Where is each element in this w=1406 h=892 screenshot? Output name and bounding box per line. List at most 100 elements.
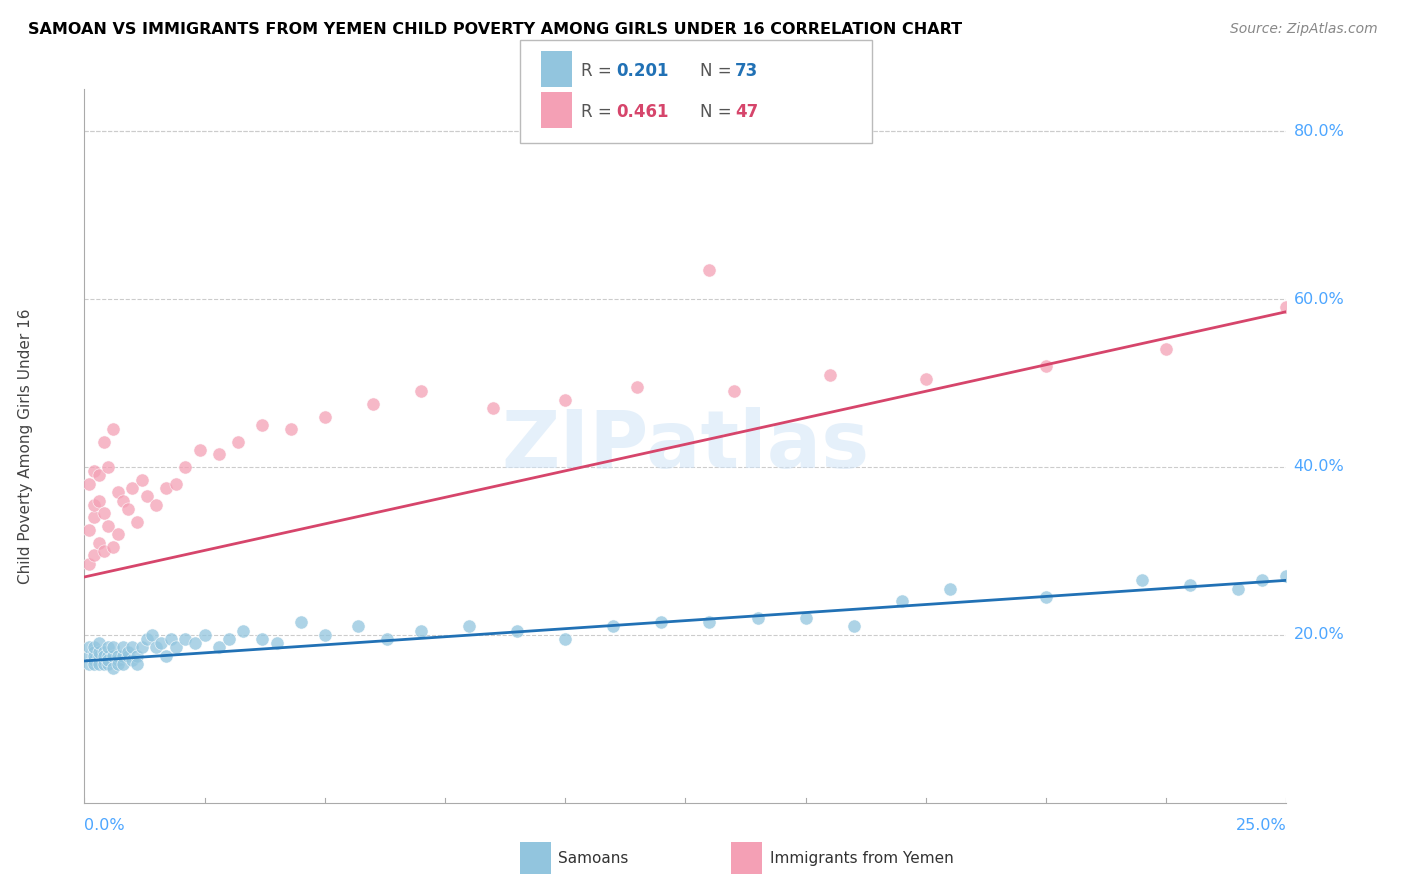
Point [361, 397, 384, 411]
Point [93, 506, 115, 520]
Point [107, 648, 129, 663]
Point [314, 409, 336, 424]
Point [87, 657, 110, 672]
Point [77, 557, 100, 571]
Point [121, 640, 143, 655]
Point [77, 476, 100, 491]
Text: 80.0%: 80.0% [1294, 124, 1344, 138]
Point [155, 648, 177, 663]
Point [145, 640, 167, 655]
Point [111, 648, 134, 663]
Point [93, 648, 115, 663]
Point [939, 582, 962, 596]
Point [218, 632, 240, 646]
Text: 25.0%: 25.0% [1236, 818, 1286, 832]
Point [121, 481, 143, 495]
Point [127, 648, 149, 663]
Point [165, 640, 187, 655]
Text: 47: 47 [735, 103, 759, 121]
Point [174, 460, 197, 475]
Point [506, 624, 529, 638]
Point [626, 380, 648, 394]
Point [117, 502, 139, 516]
Text: Samoans: Samoans [558, 851, 628, 865]
Point [1156, 343, 1178, 357]
Point [127, 515, 149, 529]
Point [87, 493, 110, 508]
Point [83, 657, 105, 672]
Text: 0.0%: 0.0% [84, 818, 125, 832]
Point [375, 632, 398, 646]
Point [83, 640, 105, 655]
Point [103, 540, 125, 554]
Point [347, 619, 370, 633]
Text: 0.461: 0.461 [616, 103, 668, 121]
Point [266, 636, 288, 650]
Point [77, 640, 100, 655]
Point [93, 434, 115, 449]
Point [174, 632, 197, 646]
Point [208, 447, 231, 461]
Point [458, 619, 481, 633]
Point [77, 523, 100, 537]
Point [87, 645, 110, 659]
Point [165, 476, 187, 491]
Point [1227, 582, 1250, 596]
Point [915, 372, 938, 386]
Point [554, 632, 576, 646]
Text: 60.0%: 60.0% [1294, 292, 1344, 307]
Point [83, 510, 105, 524]
Point [97, 657, 120, 672]
Text: N =: N = [700, 62, 737, 79]
Point [111, 493, 134, 508]
Text: R =: R = [581, 103, 617, 121]
Point [409, 384, 432, 399]
Point [188, 443, 211, 458]
Point [103, 661, 125, 675]
Point [97, 460, 120, 475]
Point [1035, 590, 1057, 604]
Point [77, 657, 100, 672]
Point [93, 653, 115, 667]
Text: R =: R = [581, 62, 617, 79]
Point [77, 648, 100, 663]
Point [131, 473, 153, 487]
Point [890, 594, 912, 608]
Point [699, 615, 721, 630]
Point [121, 653, 143, 667]
Point [131, 640, 153, 655]
Text: SAMOAN VS IMMIGRANTS FROM YEMEN CHILD POVERTY AMONG GIRLS UNDER 16 CORRELATION C: SAMOAN VS IMMIGRANTS FROM YEMEN CHILD PO… [28, 22, 962, 37]
Point [184, 636, 207, 650]
Point [87, 535, 110, 549]
Point [232, 624, 254, 638]
Point [107, 527, 129, 541]
Text: 73: 73 [735, 62, 759, 79]
Text: Source: ZipAtlas.com: Source: ZipAtlas.com [1230, 22, 1378, 37]
Point [93, 657, 115, 672]
Point [97, 653, 120, 667]
Point [699, 262, 721, 277]
Point [83, 645, 105, 659]
Point [107, 485, 129, 500]
Point [194, 628, 217, 642]
Text: Immigrants from Yemen: Immigrants from Yemen [770, 851, 955, 865]
Point [160, 632, 183, 646]
Point [145, 498, 167, 512]
Point [97, 640, 120, 655]
Point [252, 632, 274, 646]
Point [482, 401, 505, 416]
Point [1130, 574, 1153, 588]
Point [1275, 569, 1298, 583]
Point [280, 422, 302, 436]
Point [111, 657, 134, 672]
Point [723, 384, 745, 399]
Point [97, 518, 120, 533]
Point [409, 624, 432, 638]
Point [93, 544, 115, 558]
Text: 0.201: 0.201 [616, 62, 668, 79]
Text: 20.0%: 20.0% [1294, 627, 1344, 642]
Point [314, 628, 336, 642]
Text: N =: N = [700, 103, 737, 121]
Point [252, 417, 274, 432]
Point [103, 422, 125, 436]
